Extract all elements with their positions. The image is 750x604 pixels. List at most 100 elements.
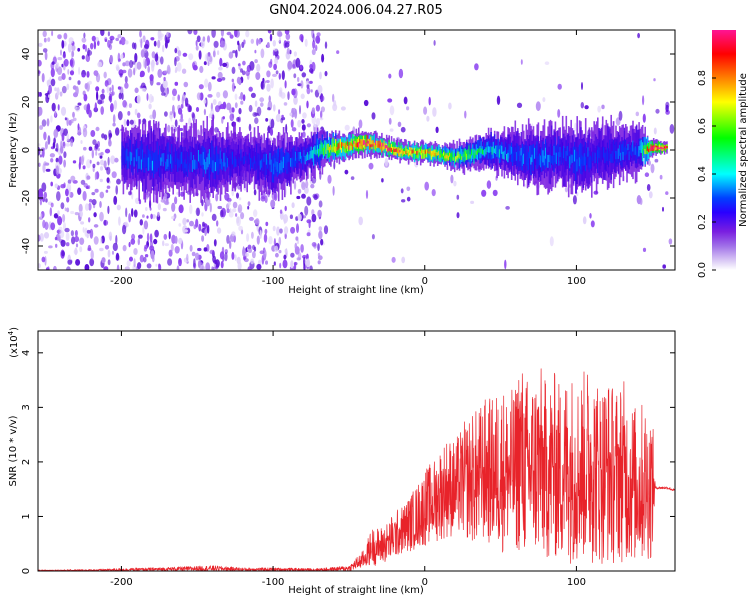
spectrogram-noise-cell: [50, 222, 56, 231]
spectrogram-noise-cell: [168, 249, 173, 257]
spectrogram-ridge-cell: [156, 159, 159, 171]
spectrogram-noise-cell: [256, 235, 260, 245]
spectrogram-noise-cell: [50, 158, 54, 163]
spectrogram-noise-cell: [70, 210, 75, 215]
spectrogram-noise-cell: [78, 203, 83, 213]
spectrogram-ridge-cell: [463, 152, 466, 157]
spectrogram-noise-cell: [248, 86, 253, 92]
spectrogram-noise-cell: [70, 138, 74, 147]
spectrogram-noise-cell: [91, 199, 97, 206]
spectrogram-ridge-cell: [426, 149, 428, 153]
snr-multiplier-close: ): [9, 327, 20, 331]
spectrogram-noise-cell: [184, 97, 189, 107]
spectrogram-ridge-cell: [455, 156, 457, 162]
spectrogram-noise-cell: [122, 69, 127, 74]
spectrogram-ridge-cell: [427, 149, 429, 154]
spectrogram-noise-cell: [146, 93, 149, 101]
spectrogram-ridge-cell: [603, 147, 605, 158]
spectrogram-noise-cell: [226, 234, 230, 244]
spectrogram-ridge-cell: [616, 151, 619, 163]
spectrogram-ridge-cell: [575, 147, 577, 181]
spectrogram-ridge-cell: [160, 157, 162, 166]
spectrogram-ridge-cell: [162, 153, 165, 167]
spectrogram-noise-cell: [311, 242, 317, 247]
spectrogram-noise-cell: [151, 51, 156, 59]
spectrogram-noise-cell: [400, 188, 404, 194]
spectrogram-ridge-cell: [614, 144, 616, 153]
spectrogram-noise-cell: [93, 224, 99, 228]
spectrogram-noise-cell: [99, 211, 104, 222]
spectrogram-ridge-cell: [458, 154, 461, 159]
spectrogram-ridge-cell: [166, 159, 168, 169]
spectrogram-noise-cell: [95, 126, 100, 132]
spectrogram-noise-cell: [146, 215, 149, 219]
spectrogram-ridge-cell: [244, 156, 246, 164]
spectrogram-noise-cell: [264, 195, 268, 203]
spectrogram-ridge-cell: [409, 149, 411, 154]
spectrogram-ridge-cell: [229, 158, 231, 169]
spectrogram-ridge-cell: [395, 148, 398, 152]
spectrogram-ridge-cell: [631, 145, 633, 156]
spectrogram-ridge-cell: [155, 150, 157, 162]
spectrogram-noise-cell: [198, 223, 202, 232]
spectrogram-noise-cell: [150, 213, 153, 220]
spectrogram-noise-cell: [60, 202, 65, 210]
spectrogram-noise-cell: [86, 229, 91, 234]
spectrogram-ridge-cell: [665, 146, 667, 149]
spectrogram-noise-cell: [371, 234, 375, 240]
spectrogram-ridge-cell: [250, 158, 252, 170]
spectrogram-ridge-cell: [389, 143, 392, 150]
spectrogram-ridge-cell: [411, 149, 413, 154]
spectrogram-ridge-cell: [165, 147, 167, 172]
snr-multiplier: (x104): [7, 327, 20, 358]
spectrogram-noise-cell: [249, 61, 255, 71]
spectrogram-noise-cell: [389, 105, 395, 116]
spectrogram-noise-cell: [435, 126, 439, 133]
spectrogram-ridge-cell: [666, 146, 668, 149]
spectrogram-noise-cell: [254, 59, 258, 64]
spectrogram-ridge-cell: [267, 159, 269, 169]
spectrogram-noise-cell: [178, 223, 182, 227]
spectrogram-noise-cell: [44, 162, 50, 166]
spectrogram-noise-cell: [66, 196, 70, 203]
spectrogram-ridge-cell: [136, 149, 138, 162]
spectrogram-noise-cell: [124, 76, 128, 84]
spectrogram-ridge-cell: [142, 149, 144, 162]
spectrogram-ridge-cell: [276, 162, 279, 172]
spectrogram-ridge-cell: [561, 149, 564, 163]
spectrogram-noise-cell: [388, 117, 392, 125]
spectrogram-ridge-cell: [244, 143, 246, 168]
spectrogram-noise-cell: [129, 60, 134, 68]
spectrogram-ridge-cell: [387, 147, 389, 152]
spectrogram-noise-cell: [75, 259, 81, 266]
spectrogram-noise-cell: [100, 159, 104, 166]
spectrogram-noise-cell: [387, 98, 393, 103]
spectrogram-ridge-cell: [478, 147, 480, 160]
spectrogram-noise-cell: [318, 200, 323, 208]
spectrogram-noise-cell: [311, 107, 316, 115]
spectrogram-noise-cell: [86, 103, 91, 112]
spectrogram-noise-cell: [144, 254, 149, 258]
spectrogram-ridge-cell: [237, 144, 240, 166]
spectrogram-noise-cell: [126, 260, 131, 267]
spectrogram-noise-cell: [156, 82, 161, 86]
spectrogram-noise-cell: [97, 61, 103, 68]
spectrogram-noise-cell: [313, 123, 317, 128]
spectrogram-noise-cell: [71, 236, 76, 245]
spectrogram-ridge-cell: [143, 157, 145, 173]
spectrogram-ridge-cell: [470, 152, 473, 161]
spectrogram-noise-cell: [42, 219, 46, 229]
spectrogram-noise-cell: [81, 55, 85, 60]
spectrogram-noise-cell: [229, 34, 234, 39]
spectrogram-ridge-cell: [347, 144, 349, 152]
spectrogram-noise-cell: [180, 191, 185, 197]
spectrogram-ridge-cell: [654, 144, 656, 148]
spectrogram-noise-cell: [38, 146, 41, 156]
spectrogram-noise-cell: [358, 119, 363, 129]
spectrogram-noise-cell: [320, 238, 324, 246]
spectrogram-noise-cell: [52, 141, 56, 149]
figure-title: GN04.2024.006.04.27.R05: [269, 3, 443, 18]
spectrogram-ridge-cell: [290, 158, 292, 167]
spectrogram-ridge-cell: [376, 143, 378, 148]
spectrogram-noise-cell: [70, 230, 74, 237]
